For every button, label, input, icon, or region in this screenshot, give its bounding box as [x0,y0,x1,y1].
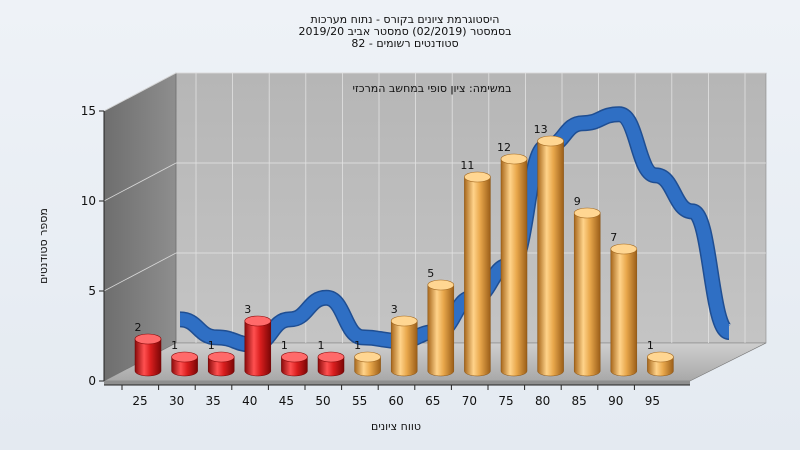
bar-top [610,243,638,255]
bar-75 [500,153,528,377]
bar-body [134,338,162,377]
bar-body [427,284,455,377]
bar-body [464,176,491,377]
bar-65 [427,279,455,377]
chart-title-line-2: בסמסטר (02/2019) סמסטר אביב 2019/20 [298,25,511,38]
bar-top [390,315,418,327]
floor-front-edge [104,381,690,385]
bar-value-label: 5 [427,267,434,280]
x-tick-label: 40 [242,394,257,408]
bar-value-label: 11 [460,159,474,172]
y-tick-label: 0 [88,374,96,388]
bar-top [464,171,491,183]
x-tick-label: 65 [425,394,440,408]
bar-value-label: 1 [171,339,178,352]
bar-body [244,320,272,377]
bar-body [281,356,308,377]
x-tick-label: 95 [645,394,660,408]
bar-top [244,315,272,327]
bar-body [354,356,381,377]
y-tick-label: 15 [81,104,96,118]
x-tick-label: 75 [498,394,513,408]
x-tick-label: 25 [132,394,147,408]
x-tick-label: 90 [608,394,623,408]
bar-35 [207,351,235,377]
x-tick-label: 70 [462,394,477,408]
y-axis-title: מספר סטודנטים [37,208,50,284]
bar-95 [647,351,674,377]
bar-45 [281,351,308,377]
bar-top [500,153,528,165]
x-tick-label: 60 [389,394,404,408]
x-tick-label: 55 [352,394,367,408]
x-tick-label: 80 [535,394,550,408]
x-tick-label: 45 [279,394,294,408]
bar-value-label: 13 [534,123,548,136]
bar-body [207,356,235,377]
y-tick-label: 5 [88,284,96,298]
bar-body [317,356,345,377]
bar-top [537,135,564,147]
bar-value-label: 9 [574,195,581,208]
bar-60 [390,315,418,377]
bar-top [573,207,601,219]
bar-value-label: 2 [135,321,142,334]
bar-90 [610,243,638,377]
bar-top [317,351,345,363]
bar-body [610,248,638,377]
bar-55 [354,351,381,377]
bar-value-label: 7 [610,231,617,244]
bar-body [500,158,528,377]
bar-value-label: 1 [281,339,288,352]
bar-top [281,351,308,363]
bar-25 [134,333,162,377]
bar-body [537,140,564,377]
bar-value-label: 3 [391,303,398,316]
x-tick-label: 85 [572,394,587,408]
bar-top [134,333,162,345]
bar-body [171,356,198,377]
bar-top [427,279,455,291]
x-axis-title: טווח ציונים [371,420,421,433]
x-tick-label: 50 [315,394,330,408]
side-gridline [103,252,177,292]
bar-top [171,351,198,363]
chart-title-line-1: היסטוגרמת ציונים בקורס - נתוח מערכות [311,13,500,26]
bar-85 [573,207,601,377]
bar-body [390,320,418,377]
bar-value-label: 1 [354,339,361,352]
bar-50 [317,351,345,377]
bar-40 [244,315,272,377]
bar-70 [464,171,491,377]
bar-value-label: 12 [497,141,511,154]
chart-annotation: במשימה: ציון סופי במחשב המרכזי [352,82,511,95]
chart-title-line-3: סטודנטים רשומים - 82 [351,37,458,50]
bar-top [647,351,674,363]
bar-80 [537,135,564,377]
bars-group [134,135,674,377]
side-gridline [103,72,177,112]
y-tick-label: 10 [81,194,96,208]
side-gridline [103,162,177,202]
bar-body [647,356,674,377]
x-tick-label: 35 [206,394,221,408]
bar-30 [171,351,198,377]
bar-body [573,212,601,377]
bar-value-label: 1 [318,339,325,352]
bar-top [207,351,235,363]
bar-top [354,351,381,363]
bar-value-label: 1 [208,339,215,352]
bar-value-label: 1 [647,339,654,352]
bar-value-label: 3 [244,303,251,316]
x-tick-label: 30 [169,394,184,408]
